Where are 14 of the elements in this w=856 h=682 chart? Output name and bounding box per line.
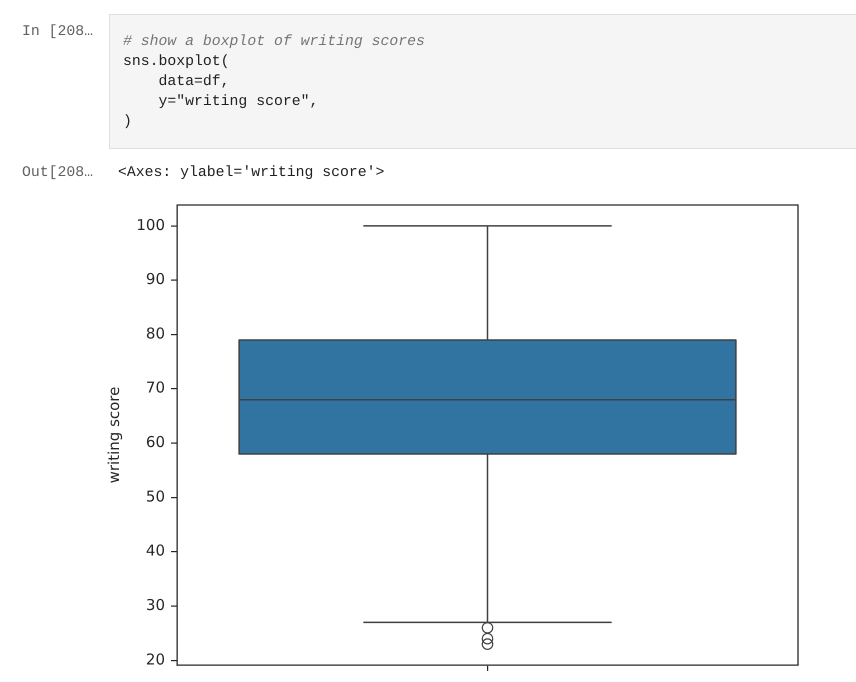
y-tick-label: 70 [146,378,165,397]
y-axis-title: writing score [104,386,123,484]
y-tick-label: 60 [146,433,165,452]
y-tick-label: 90 [146,270,165,288]
code-cell: # show a boxplot of writing scores sns.boxplot( data=df, y="writing score", ) [109,14,856,149]
text: Out[208… [22,164,94,183]
y-tick-label: 100 [136,216,165,234]
text: <Axes: ylabel='writing score'> [118,164,384,183]
y-tick-label: 40 [146,542,165,560]
y-tick-label: 50 [146,487,165,506]
y-tick-label: 30 [146,596,165,614]
text: In [208… [22,23,94,42]
y-tick-label: 80 [146,324,165,342]
y-tick-label: 20 [146,650,165,668]
